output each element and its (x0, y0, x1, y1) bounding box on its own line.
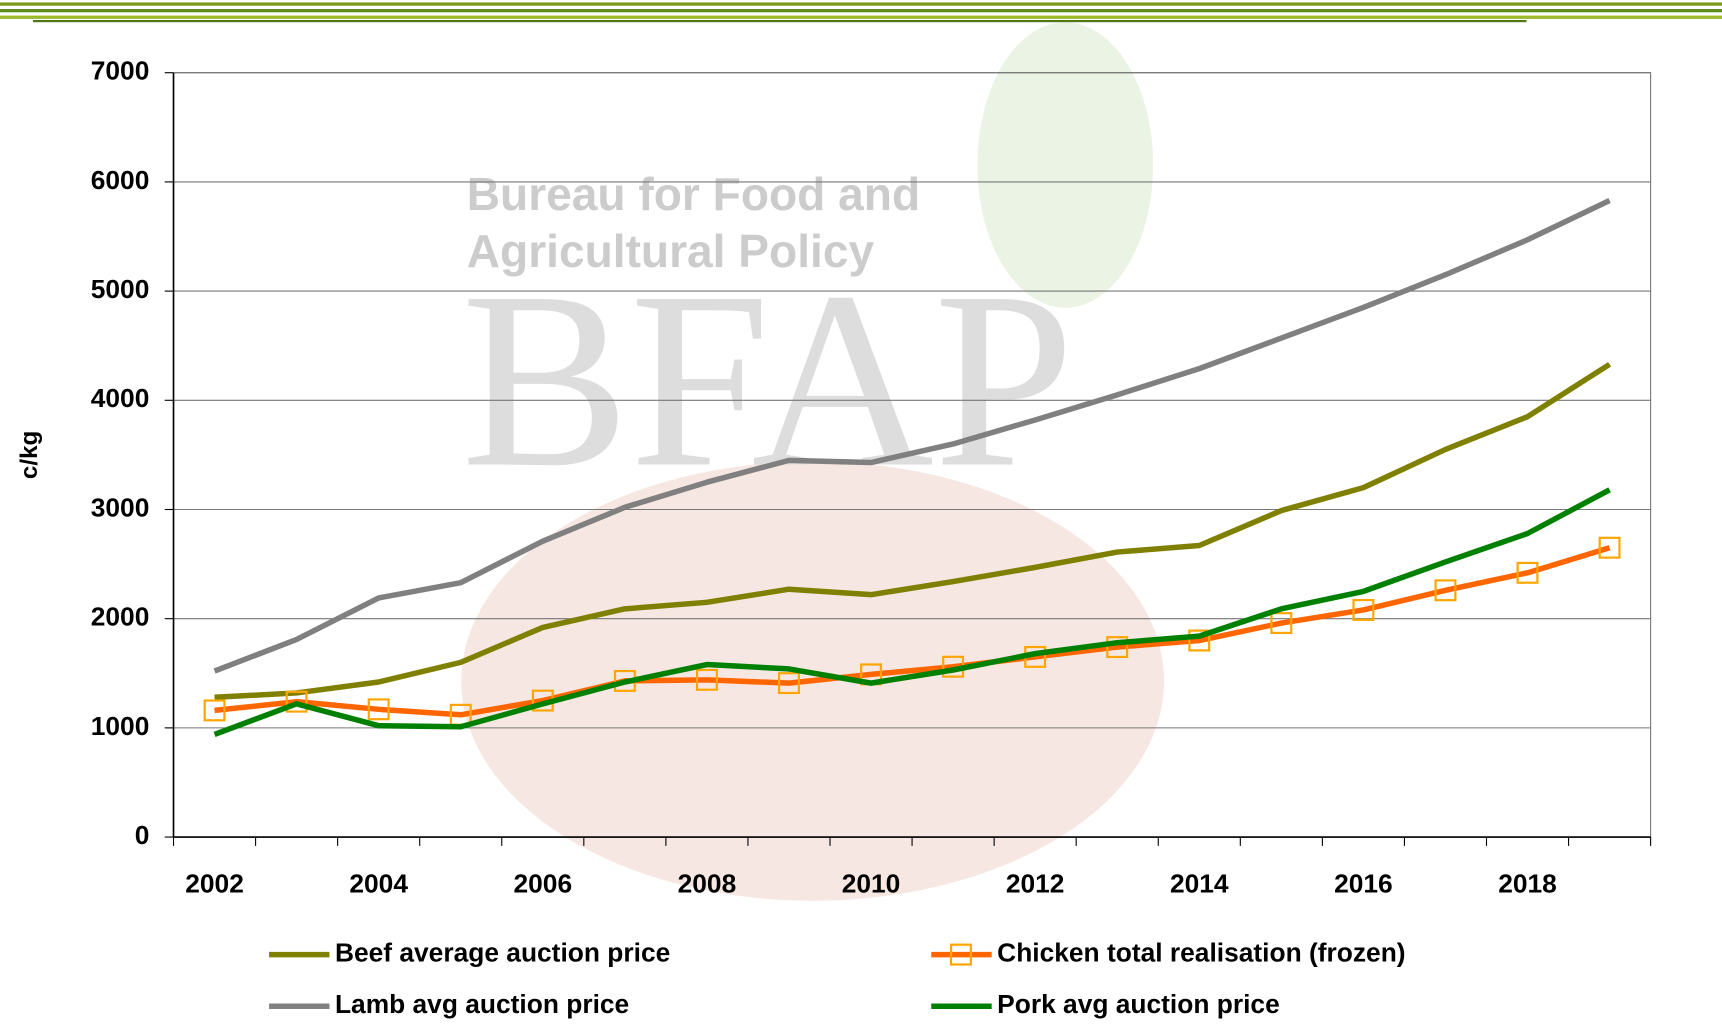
legend-label: Lamb avg auction price (335, 989, 629, 1019)
x-tick-label: 2018 (1498, 868, 1557, 898)
legend-label: Pork avg auction price (997, 989, 1280, 1019)
series-line (213, 487, 1611, 738)
series-line (214, 545, 1611, 718)
y-tick-label: 3000 (91, 492, 150, 522)
y-tick-label: 7000 (91, 56, 150, 86)
series-marker (1188, 629, 1211, 652)
x-tick-label: 2016 (1334, 868, 1393, 898)
series-line (214, 361, 1612, 701)
legend-label: Beef average auction price (335, 938, 670, 968)
series-line (213, 197, 1611, 674)
watermark-logo: BFAP (461, 240, 1074, 520)
x-tick-label: 2010 (842, 868, 901, 898)
x-tick-label: 2002 (185, 868, 244, 898)
series-marker (695, 668, 718, 691)
x-tick-label: 2014 (1170, 868, 1229, 898)
series-marker (1434, 579, 1457, 602)
header-stripes (0, 2, 1722, 23)
series-marker (1270, 612, 1293, 635)
watermark-line: Bureau for Food and (467, 168, 920, 220)
legend-label: Chicken total realisation (frozen) (997, 938, 1405, 968)
series-marker (1352, 598, 1375, 621)
x-tick-label: 2004 (349, 868, 408, 898)
watermark-line: Agricultural Policy (467, 225, 875, 277)
x-tick-label: 2008 (678, 868, 737, 898)
y-tick-label: 2000 (91, 602, 150, 632)
y-tick-label: 0 (135, 820, 150, 850)
legend-marker (949, 943, 972, 966)
series-marker (285, 690, 308, 713)
y-axis-label: c/kg (16, 431, 43, 479)
series-marker (1516, 561, 1539, 584)
series-marker (203, 699, 226, 722)
series-marker (1598, 536, 1621, 559)
y-tick-label: 4000 (91, 383, 150, 413)
y-tick-label: 6000 (91, 165, 150, 195)
x-tick-label: 2012 (1006, 868, 1065, 898)
series-marker (367, 698, 390, 721)
series-marker (777, 672, 800, 695)
x-tick-label: 2006 (513, 868, 572, 898)
y-tick-label: 5000 (91, 274, 150, 304)
series-marker (1106, 636, 1129, 659)
y-tick-label: 1000 (91, 711, 150, 741)
